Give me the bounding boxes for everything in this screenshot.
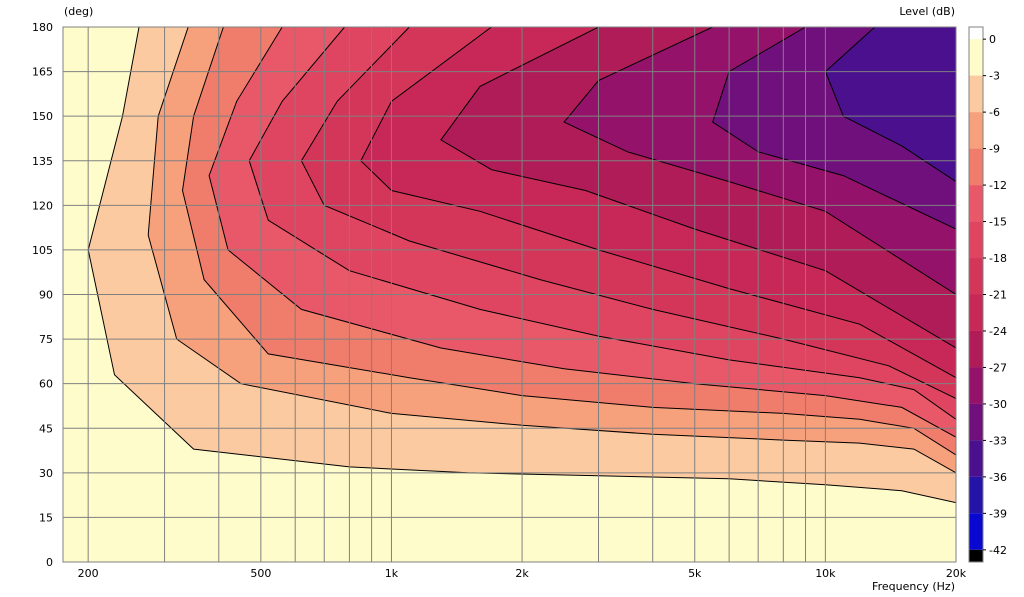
contour-line <box>147 27 956 474</box>
contour-line <box>248 27 956 420</box>
y-tick-label: 60 <box>39 378 53 391</box>
colorbar-segment <box>969 148 983 186</box>
colorbar-tick-label: -27 <box>989 361 1007 374</box>
colorbar-segment <box>969 39 983 76</box>
x-tick-label: 20k <box>946 567 967 580</box>
colorbar <box>968 26 984 563</box>
colorbar-segment <box>969 185 983 222</box>
y-tick-label: 180 <box>32 21 53 34</box>
colorbar-segment <box>969 294 983 331</box>
y-tick-label: 135 <box>32 155 53 168</box>
colorbar-tick-label: -12 <box>989 179 1007 192</box>
colorbar-segment <box>969 221 983 259</box>
colorbar-segment <box>969 549 983 562</box>
colorbar-tick-label: -6 <box>989 106 1000 119</box>
contour-line <box>360 27 956 379</box>
colorbar-tick-label: -33 <box>989 434 1007 447</box>
x-tick-label: 2k <box>515 567 529 580</box>
colorbar-segment <box>969 476 983 514</box>
contour-line <box>87 27 956 504</box>
x-tick-label: 1k <box>385 567 399 580</box>
contour-line <box>440 27 956 349</box>
colorbar-tick-label: -18 <box>989 252 1007 265</box>
x-tick-label: 500 <box>250 567 271 580</box>
colorbar-label: Level (dB) <box>899 5 955 18</box>
y-tick-label: 75 <box>39 333 53 346</box>
colorbar-segment <box>969 112 983 149</box>
y-tick-label: 45 <box>39 422 53 435</box>
contour-band <box>825 27 956 182</box>
colorbar-tick-label: -36 <box>989 471 1007 484</box>
y-tick-labels: 0 15 30 45 60 75 90 105 120 135 150 165 180 <box>32 21 53 569</box>
y-tick-label: 165 <box>32 66 53 79</box>
plot-frame <box>62 26 957 563</box>
y-tick-label: 30 <box>39 467 53 480</box>
colorbar-segment <box>969 330 983 368</box>
colorbar-segment <box>969 258 983 295</box>
colorbar-segment <box>969 75 983 113</box>
y-tick-label: 105 <box>32 244 53 257</box>
x-tick-label: 5k <box>688 567 702 580</box>
colorbar-tick-labels: 0 -3 -6 -9 -12 -15 -18 -21 -24 -27 -30 -33 -36 -39 -42 <box>983 33 1007 557</box>
colorbar-tick-label: -30 <box>989 398 1007 411</box>
y-unit-label: (deg) <box>64 5 93 18</box>
colorbar-tick-label: -24 <box>989 325 1007 338</box>
contour-line <box>300 27 956 399</box>
colorbar-tick-label: -39 <box>989 507 1007 520</box>
contour-line <box>181 27 956 456</box>
contour-lines <box>87 27 956 504</box>
colorbar-segment <box>969 440 983 477</box>
x-tick-label: 10k <box>815 567 836 580</box>
contour-line <box>712 27 956 230</box>
y-tick-label: 15 <box>39 511 53 524</box>
colorbar-tick-label: -9 <box>989 143 1000 156</box>
colorbar-segment <box>969 403 983 441</box>
y-tick-label: 120 <box>32 199 53 212</box>
colorbar-tick-label: -21 <box>989 289 1007 302</box>
colorbar-tick-label: -15 <box>989 216 1007 229</box>
colorbar-tick-label: 0 <box>989 33 996 46</box>
x-tick-labels: 200 500 1k 2k 5k 10k 20k <box>78 567 967 580</box>
y-tick-label: 150 <box>32 110 53 123</box>
colorbar-tick-label: -3 <box>989 70 1000 83</box>
x-tick-label: 200 <box>78 567 99 580</box>
x-axis-label: Frequency (Hz) <box>872 580 955 593</box>
colorbar-segment <box>969 367 983 404</box>
y-tick-label: 90 <box>39 289 53 302</box>
colorbar-tick-label: -42 <box>989 544 1007 557</box>
colorbar-segment <box>969 513 983 550</box>
y-tick-label: 0 <box>46 556 53 569</box>
